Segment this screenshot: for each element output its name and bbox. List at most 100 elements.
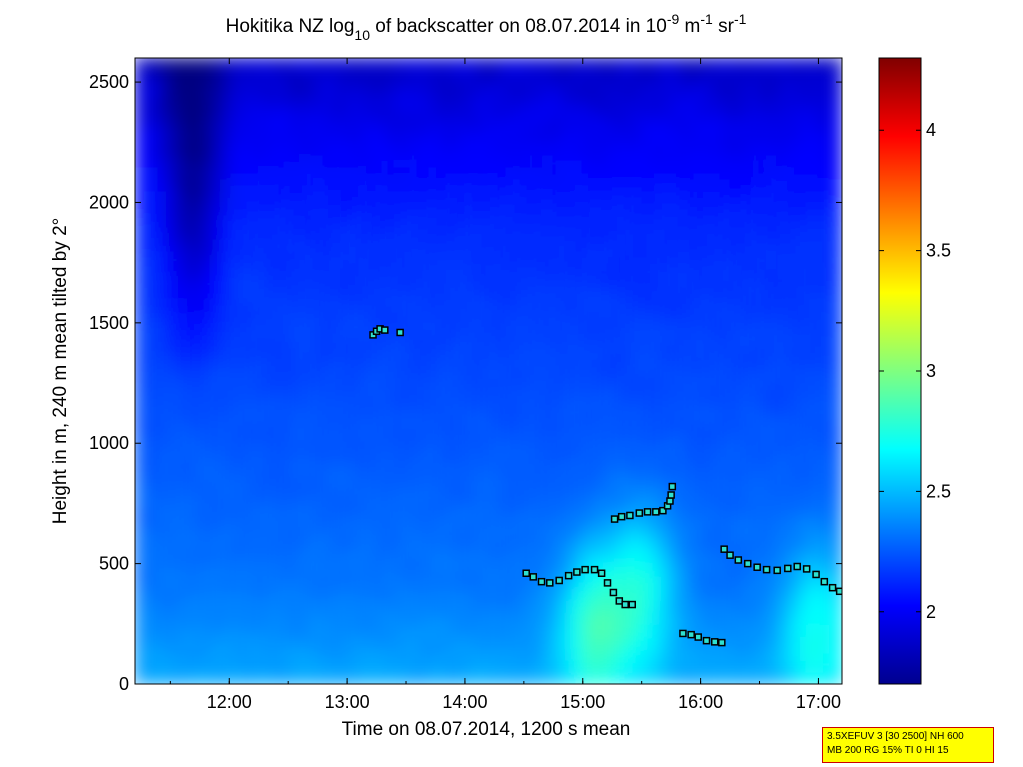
heatmap-cell: [593, 189, 608, 204]
heatmap-cell: [145, 213, 160, 228]
heatmap-cell: [381, 237, 396, 252]
heatmap-cell: [511, 406, 525, 421]
heatmap-cell: [287, 69, 301, 84]
heatmap-cell: [204, 478, 219, 493]
heatmap-cell: [145, 321, 160, 336]
heatmap-cell: [393, 478, 408, 493]
heatmap-cell: [534, 165, 549, 180]
heatmap-cell: [416, 394, 431, 409]
heatmap-cell: [758, 69, 773, 84]
heatmap-cell: [369, 177, 384, 192]
heatmap-cell: [581, 550, 596, 565]
heatmap-cell: [157, 165, 172, 180]
heatmap-cell: [546, 622, 561, 637]
heatmap-cell: [664, 622, 679, 637]
heatmap-cell: [275, 249, 290, 264]
heatmap-cell: [287, 297, 301, 312]
heatmap-cell: [393, 225, 408, 240]
heatmap-cell: [522, 249, 537, 264]
heatmap-cell: [558, 201, 572, 216]
heatmap-cell: [346, 165, 360, 180]
heatmap-cell: [734, 225, 749, 240]
heatmap-cell: [181, 526, 195, 541]
heatmap-cell: [169, 285, 184, 300]
heatmap-cell: [829, 249, 842, 264]
heatmap-cell: [157, 562, 172, 577]
heatmap-cell: [287, 213, 301, 228]
heatmap-cell: [782, 634, 796, 649]
heatmap-cell: [322, 394, 337, 409]
heatmap-cell: [346, 141, 360, 156]
heatmap-cell: [463, 526, 478, 541]
heatmap-cell: [817, 478, 832, 493]
heatmap-cell: [770, 237, 785, 252]
heatmap-cell: [640, 321, 655, 336]
heatmap-cell: [817, 357, 832, 372]
heatmap-cell: [263, 153, 278, 168]
heatmap-cell: [393, 117, 408, 132]
heatmap-cell: [369, 574, 384, 589]
heatmap-cell: [228, 93, 243, 108]
heatmap-cell: [369, 273, 384, 288]
heatmap-cell: [393, 189, 408, 204]
heatmap-cell: [593, 502, 608, 517]
heatmap-cell: [393, 309, 408, 324]
heatmap-cell: [463, 93, 478, 108]
heatmap-cell: [251, 622, 266, 637]
heatmap-cell: [322, 466, 337, 481]
heatmap-cell: [640, 357, 655, 372]
heatmap-cell: [381, 153, 396, 168]
heatmap-cell: [793, 249, 808, 264]
heatmap-cell: [393, 574, 408, 589]
heatmap-cell: [546, 81, 561, 96]
heatmap-cell: [628, 141, 643, 156]
heatmap-cell: [605, 297, 620, 312]
heatmap-cell: [534, 502, 549, 517]
heatmap-cell: [605, 634, 620, 649]
heatmap-cell: [499, 430, 514, 445]
heatmap-cell: [228, 574, 243, 589]
heatmap-cell: [216, 93, 231, 108]
heatmap-cell: [640, 105, 655, 120]
heatmap-cell: [734, 454, 749, 469]
heatmap-cell: [581, 321, 596, 336]
heatmap-cell: [405, 273, 419, 288]
heatmap-cell: [310, 562, 325, 577]
heatmap-cell: [664, 213, 679, 228]
heatmap-cell: [558, 646, 572, 661]
heatmap-cell: [440, 321, 455, 336]
heatmap-cell: [746, 466, 761, 481]
heatmap-cell: [546, 454, 561, 469]
heatmap-cell: [322, 610, 337, 625]
heatmap-cell: [393, 670, 408, 684]
heatmap-cell: [192, 285, 207, 300]
heatmap-cell: [817, 610, 832, 625]
heatmap-cell: [652, 249, 667, 264]
heatmap-cell: [723, 249, 737, 264]
heatmap-cell: [676, 345, 690, 360]
heatmap-cell: [558, 430, 572, 445]
heatmap-cell: [829, 430, 842, 445]
heatmap-cell: [723, 526, 737, 541]
cloud-base-marker: [522, 569, 530, 577]
heatmap-cell: [770, 309, 785, 324]
heatmap-cell: [287, 153, 301, 168]
heatmap-cell: [664, 670, 679, 684]
heatmap-cell: [240, 285, 254, 300]
heatmap-cell: [522, 442, 537, 457]
heatmap-cell: [263, 442, 278, 457]
heatmap-cell: [640, 526, 655, 541]
heatmap-cell: [157, 309, 172, 324]
heatmap-cell: [711, 562, 726, 577]
heatmap-cell: [346, 442, 360, 457]
heatmap-cell: [817, 177, 832, 192]
heatmap-cell: [357, 153, 372, 168]
heatmap-cell: [628, 297, 643, 312]
heatmap-cell: [782, 418, 796, 433]
heatmap-cell: [381, 345, 396, 360]
heatmap-cell: [405, 478, 419, 493]
heatmap-cell: [546, 526, 561, 541]
heatmap-cell: [676, 69, 690, 84]
heatmap-cell: [511, 610, 525, 625]
heatmap-cell: [605, 321, 620, 336]
